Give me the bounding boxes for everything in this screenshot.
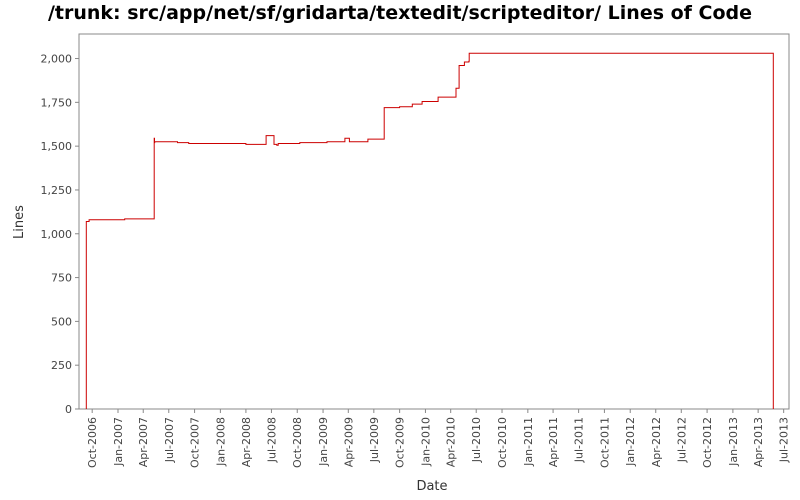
- y-axis-title: Lines: [12, 205, 27, 239]
- x-tick-label: Apr-2012: [650, 417, 663, 467]
- x-tick-label: Apr-2011: [547, 417, 560, 467]
- x-tick-label: Oct-2007: [189, 417, 202, 468]
- y-tick-label: 750: [51, 272, 72, 285]
- x-tick-label: Apr-2008: [240, 417, 253, 467]
- y-tick-label: 2,000: [41, 53, 73, 66]
- x-tick-label: Jan-2012: [624, 417, 637, 467]
- y-tick-label: 1,000: [41, 228, 73, 241]
- x-tick-label: Jul-2013: [778, 417, 791, 463]
- x-tick-label: Oct-2012: [701, 417, 714, 468]
- x-tick-label: Apr-2007: [137, 417, 150, 467]
- y-tick-label: 1,500: [41, 140, 73, 153]
- x-tick-label: Jul-2008: [265, 417, 278, 463]
- x-tick-label: Apr-2013: [752, 417, 765, 467]
- y-tick-label: 0: [65, 403, 72, 416]
- plot-area: [78, 33, 790, 410]
- x-tick-label: Oct-2010: [496, 417, 509, 468]
- x-tick-label: Oct-2011: [598, 417, 611, 468]
- x-tick-label: Jul-2007: [163, 417, 176, 463]
- y-tick-label: 250: [51, 359, 72, 372]
- x-tick-label: Apr-2010: [445, 417, 458, 467]
- x-tick-label: Jan-2007: [112, 417, 125, 467]
- x-tick-label: Oct-2006: [86, 417, 99, 468]
- x-tick-label: Jul-2011: [573, 417, 586, 463]
- x-tick-label: Jan-2008: [214, 417, 227, 467]
- x-tick-label: Oct-2009: [394, 417, 407, 468]
- x-tick-label: Jan-2010: [419, 417, 432, 467]
- x-tick-label: Jul-2012: [675, 417, 688, 463]
- chart-title: /trunk: src/app/net/sf/gridarta/textedit…: [47, 2, 753, 24]
- series-line: [85, 52, 774, 409]
- x-tick-label: Jan-2009: [317, 417, 330, 467]
- x-tick-label: Oct-2008: [291, 417, 304, 468]
- y-axis: 0 250 500 750 1,000 1,250 1,500 1,750 2,000: [41, 53, 79, 416]
- x-tick-label: Jul-2009: [368, 417, 381, 463]
- x-axis-title: Date: [416, 479, 447, 494]
- x-axis: Oct-2006 Jan-2007 Apr-2007 Jul-2007 Oct-2007…: [86, 409, 791, 468]
- x-tick-label: Jan-2011: [522, 417, 535, 467]
- x-tick-label: Apr-2009: [342, 417, 355, 467]
- y-tick-label: 500: [51, 315, 72, 328]
- x-tick-label: Jan-2013: [727, 417, 740, 467]
- y-tick-label: 1,250: [41, 184, 73, 197]
- y-tick-label: 1,750: [41, 96, 73, 109]
- x-tick-label: Jul-2010: [470, 417, 483, 463]
